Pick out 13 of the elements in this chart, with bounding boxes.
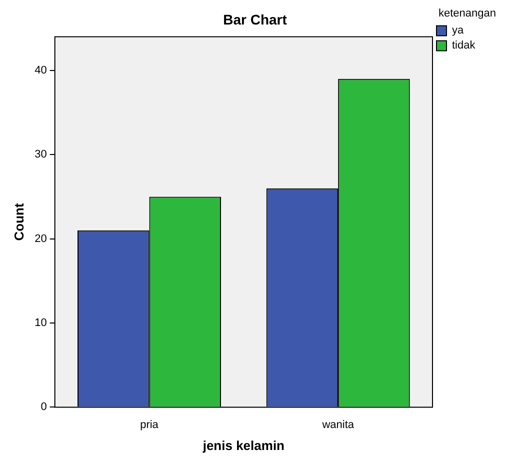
x-tick-label: pria bbox=[140, 418, 160, 431]
legend-title: ketenangan bbox=[438, 8, 496, 20]
y-tick-label: 0 bbox=[40, 401, 47, 414]
y-axis-title: Count bbox=[11, 202, 26, 241]
legend-label: tidak bbox=[452, 40, 476, 52]
chart-title: Bar Chart bbox=[223, 11, 288, 28]
x-axis-title: jenis kelamin bbox=[202, 438, 285, 453]
legend-label: ya bbox=[452, 24, 464, 37]
y-tick-label: 20 bbox=[34, 232, 47, 245]
y-tick-label: 40 bbox=[34, 64, 47, 77]
y-tick-label: 30 bbox=[34, 148, 47, 161]
y-tick-label: 10 bbox=[34, 317, 47, 330]
x-tick-label: wanita bbox=[321, 418, 355, 431]
